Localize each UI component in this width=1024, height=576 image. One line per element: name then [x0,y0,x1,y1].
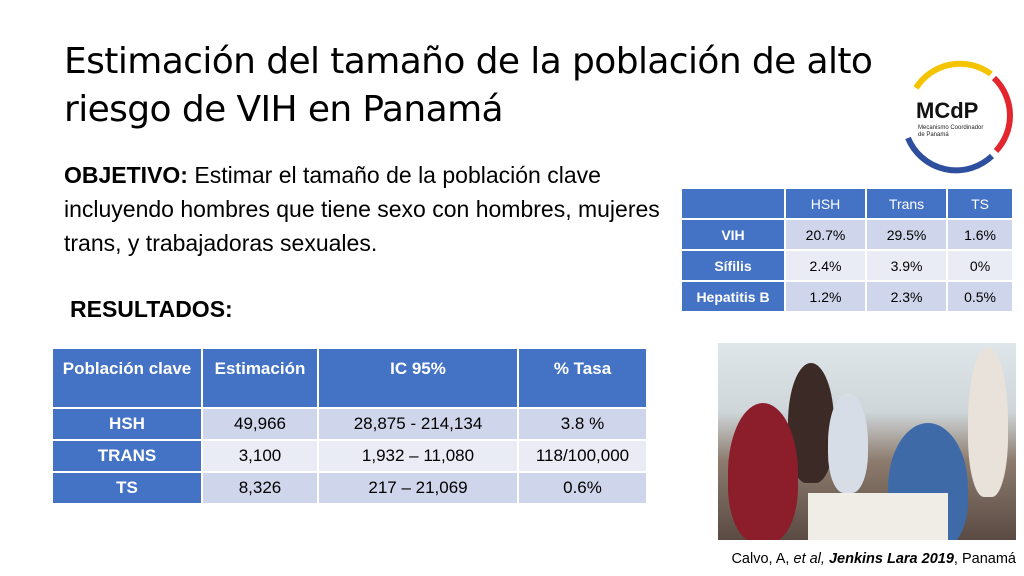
table-header-cell: Población clave [51,347,203,409]
table-cell: 0.5% [946,280,1014,313]
table-cell: 29.5% [865,218,949,251]
table-cell: 3.9% [865,249,949,282]
table-cell: 20.7% [783,218,868,251]
results-heading: RESULTADOS: [70,296,233,322]
table-cell: 1.2% [783,280,868,313]
table-cell: 0% [946,249,1014,282]
table-header-row: HSH Trans TS [680,187,1014,220]
table-row: TS 8,326 217 – 21,069 0.6% [51,471,648,505]
prevalence-table: HSH Trans TS VIH 20.7% 29.5% 1.6% Sífili… [680,187,1014,313]
table-header-cell [680,187,786,220]
caption-source: Jenkins Lara 2019 [828,551,954,567]
source-caption: Calvo, A, et al, Jenkins Lara 2019, Pana… [686,551,1016,567]
caption-etal: et al, [793,551,829,567]
logo-line2: de Panamá [918,132,949,138]
logo-line1: Mecanismo Coordinador [918,125,983,131]
table-row: HSH 49,966 28,875 - 214,134 3.8 % [51,407,648,441]
objective-text: Estimar el tamaño de la población clave … [64,162,660,256]
table-cell: 0.6% [517,471,648,505]
table-header-cell: % Tasa [517,347,648,409]
caption-prefix: Calvo, A, [731,551,794,567]
row-label: TS [51,471,203,505]
table-cell: 217 – 21,069 [317,471,519,505]
table-header-row: Población clave Estimación IC 95% % Tasa [51,347,648,409]
table-row: Hepatitis B 1.2% 2.3% 0.5% [680,280,1014,313]
table-row: VIH 20.7% 29.5% 1.6% [680,218,1014,251]
logo-text: MCdP [916,98,978,123]
objective-paragraph: OBJETIVO: Estimar el tamaño de la poblac… [64,158,704,260]
table-header-cell: Trans [865,187,949,220]
table-cell: 3.8 % [517,407,648,441]
row-label: Sífilis [680,249,786,282]
table-header-cell: HSH [783,187,868,220]
row-label: HSH [51,407,203,441]
table-cell: 2.4% [783,249,868,282]
objective-label: OBJETIVO: [64,162,188,188]
table-header-cell: IC 95% [317,347,519,409]
table-cell: 8,326 [201,471,319,505]
table-row: TRANS 3,100 1,932 – 11,080 118/100,000 [51,439,648,473]
table-header-cell: TS [946,187,1014,220]
slide-title: Estimación del tamaño de la población de… [64,41,873,130]
table-cell: 1.6% [946,218,1014,251]
table-cell: 118/100,000 [517,439,648,473]
table-cell: 1,932 – 11,080 [317,439,519,473]
table-header-cell: Estimación [201,347,319,409]
caption-suffix: , Panamá [953,551,1016,567]
row-label: VIH [680,218,786,251]
mcdp-logo: MCdP Mecanismo Coordinador de Panamá [896,56,1014,174]
row-label: Hepatitis B [680,280,786,313]
table-cell: 28,875 - 214,134 [317,407,519,441]
table-cell: 3,100 [201,439,319,473]
estimates-table: Población clave Estimación IC 95% % Tasa… [51,347,648,505]
table-row: Sífilis 2.4% 3.9% 0% [680,249,1014,282]
row-label: TRANS [51,439,203,473]
table-cell: 49,966 [201,407,319,441]
group-photo [718,343,1016,540]
table-cell: 2.3% [865,280,949,313]
